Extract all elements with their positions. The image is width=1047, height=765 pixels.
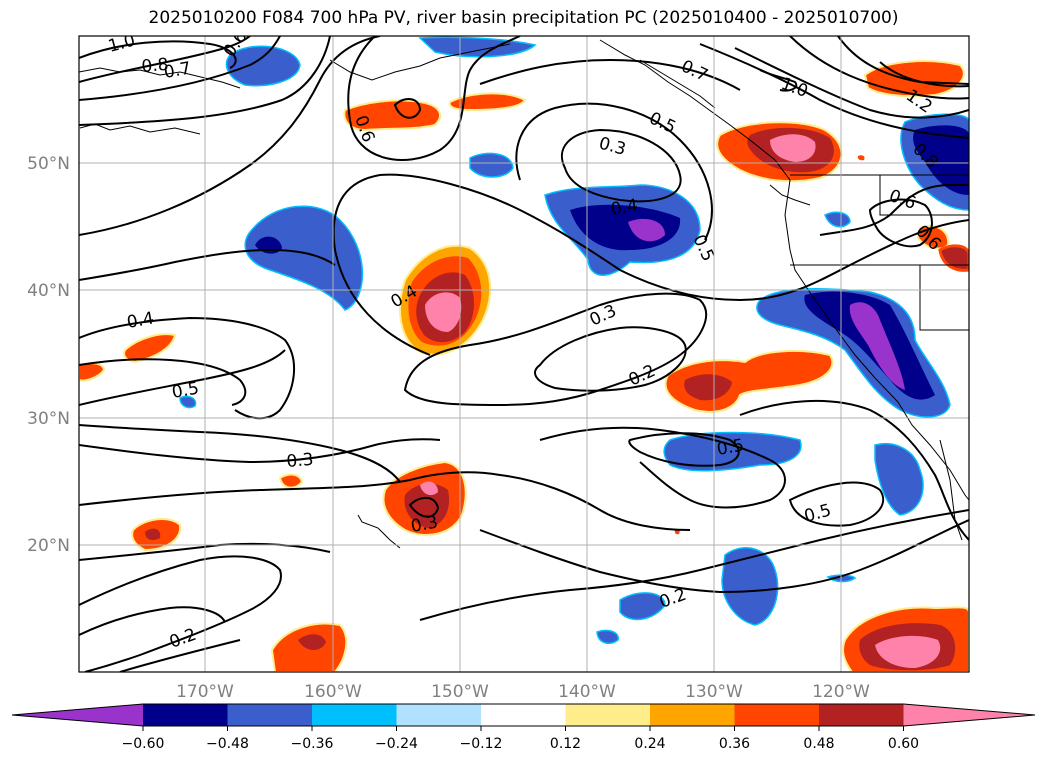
lat-label: 50°N [27, 154, 70, 174]
lon-label: 170°W [176, 682, 234, 702]
contour-label: 0.4 [609, 196, 639, 220]
colorbar: −0.60 −0.48 −0.36 −0.24 −0.12 0.12 0.24 0.36 0.4… [11, 703, 1036, 752]
longitude-labels: 170°W 160°W 150°W 140°W 130°W 120°W [176, 682, 870, 702]
contour-label: 0.5 [715, 436, 745, 460]
contour-label: 0.8 [141, 55, 170, 77]
map-frame [78, 35, 970, 673]
lon-label: 150°W [431, 682, 489, 702]
lon-label: 160°W [304, 682, 362, 702]
pv-contours [79, 36, 969, 672]
colorbar-segment [312, 704, 397, 726]
colorbar-segment [396, 704, 482, 726]
colorbar-tick-label: −0.60 [122, 736, 165, 752]
contour-label: 0.4 [125, 309, 155, 333]
latitude-labels: 50°N 40°N 30°N 20°N [27, 154, 70, 556]
contour-label: 0.3 [409, 513, 439, 537]
colorbar-tick-label: 0.48 [803, 736, 834, 752]
lon-label: 120°W [812, 682, 870, 702]
colorbar-segment [143, 704, 228, 726]
colorbar-tick-label: 0.36 [719, 736, 750, 752]
colorbar-tick-label: −0.12 [460, 736, 503, 752]
lat-label: 40°N [27, 281, 70, 301]
lat-label: 30°N [27, 409, 70, 429]
colorbar-extend-min [12, 704, 143, 726]
colorbar-extend-max [903, 704, 1035, 726]
colorbar-segment [565, 704, 651, 726]
colorbar-segment [227, 704, 313, 726]
colorbar-segment [650, 704, 735, 726]
contour-label: 0.7 [162, 59, 192, 83]
contour-label: 1.0 [106, 31, 137, 57]
lon-label: 140°W [558, 682, 616, 702]
map-title: 2025010200 F084 700 hPa PV, river basin … [148, 8, 899, 28]
coastlines [79, 39, 969, 549]
colorbar-segment [734, 704, 820, 726]
colorbar-tick-label: −0.36 [291, 736, 334, 752]
colorbar-tick-label: 0.12 [550, 736, 581, 752]
lon-label: 130°W [685, 682, 743, 702]
colorbar-tick-label: −0.48 [206, 736, 249, 752]
colorbar-segment [819, 704, 904, 726]
colorbar-segment [481, 704, 566, 726]
map-area: 1.0 0.8 0.7 0.6 0.6 0.7 0.5 0.3 0.4 0.5 … [79, 31, 969, 672]
colorbar-tick-label: −0.24 [375, 736, 418, 752]
lat-label: 20°N [27, 536, 70, 556]
gridlines [79, 36, 969, 672]
contour-label: 0.5 [170, 379, 200, 403]
contour-label: 0.3 [286, 450, 315, 472]
colorbar-tick-label: 0.60 [888, 736, 919, 752]
colorbar-tick-label: 0.24 [634, 736, 665, 752]
